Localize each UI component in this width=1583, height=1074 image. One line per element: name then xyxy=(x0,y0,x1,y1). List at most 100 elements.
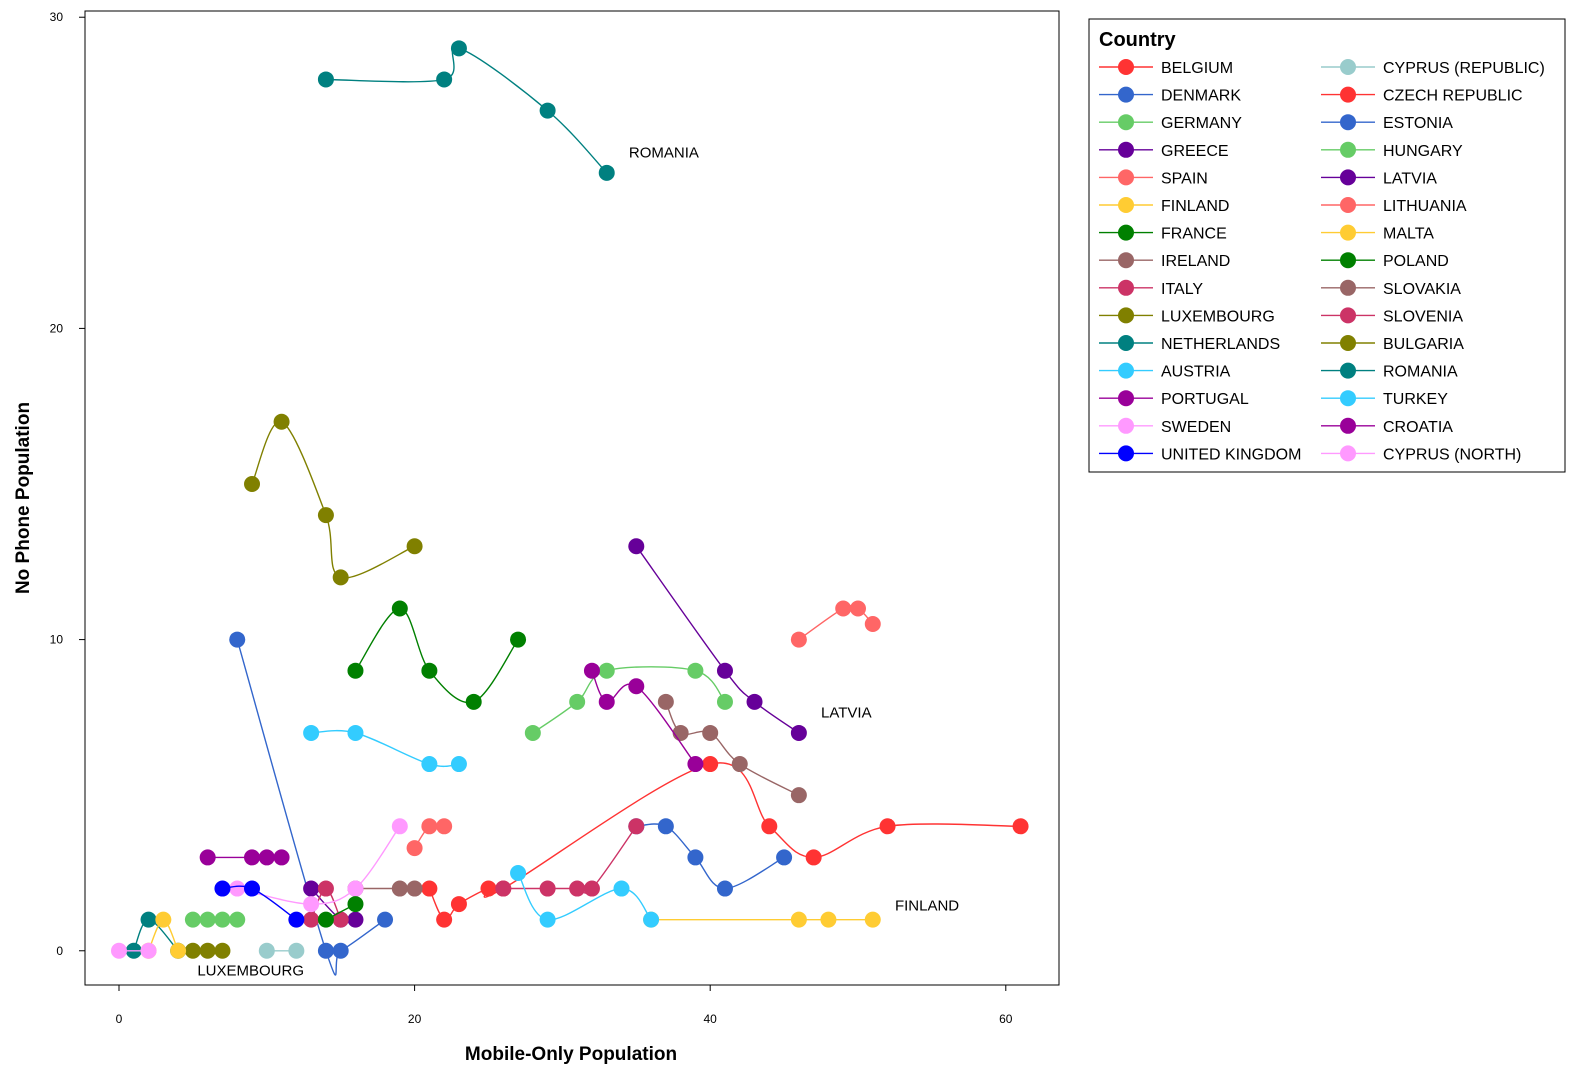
legend-item: TURKEY xyxy=(1321,390,1448,408)
data-point xyxy=(258,942,275,959)
legend-label: SPAIN xyxy=(1161,170,1208,187)
legend-item: CYPRUS (REPUBLIC) xyxy=(1321,59,1545,77)
legend-item: PORTUGAL xyxy=(1099,390,1249,408)
data-point xyxy=(495,880,512,897)
data-point xyxy=(199,911,216,928)
series-germany xyxy=(184,911,246,928)
series-poland xyxy=(317,896,364,928)
series-austria xyxy=(303,724,467,773)
annotation-label: ROMANIA xyxy=(629,144,699,161)
legend-swatch-marker xyxy=(1340,86,1356,103)
data-point xyxy=(849,600,866,617)
series-lithuania xyxy=(790,600,881,648)
legend-label: HUNGARY xyxy=(1383,143,1463,160)
legend-item: CZECH REPUBLIC xyxy=(1321,86,1523,105)
legend-label: BULGARIA xyxy=(1383,336,1464,353)
legend-swatch-marker xyxy=(1118,307,1134,324)
legend-item: SLOVAKIA xyxy=(1321,279,1461,298)
legend-item: MALTA xyxy=(1321,224,1434,243)
data-point xyxy=(879,818,896,835)
annotation-label: LATVIA xyxy=(821,704,872,721)
legend-label: IRELAND xyxy=(1161,253,1230,270)
legend-label: FRANCE xyxy=(1161,226,1227,243)
legend-label: PORTUGAL xyxy=(1161,391,1249,408)
legend-label: LITHUANIA xyxy=(1383,198,1467,215)
data-point xyxy=(598,662,615,679)
data-point xyxy=(731,756,748,773)
data-point xyxy=(539,102,556,119)
series-cyprus-north- xyxy=(110,942,157,959)
data-point xyxy=(347,662,364,679)
series-hungary xyxy=(524,662,733,741)
data-point xyxy=(628,818,645,835)
legend-label: UNITED KINGDOM xyxy=(1161,446,1301,463)
data-point xyxy=(170,942,187,959)
data-point xyxy=(391,880,408,897)
legend-label: GERMANY xyxy=(1161,115,1242,132)
data-point xyxy=(317,942,334,959)
series-line xyxy=(237,825,401,905)
data-point xyxy=(716,693,733,710)
legend-label: LATVIA xyxy=(1383,170,1437,187)
data-point xyxy=(244,880,261,897)
data-point xyxy=(140,942,157,959)
legend-label: SLOVAKIA xyxy=(1383,281,1461,298)
data-point xyxy=(805,849,822,866)
data-point xyxy=(835,600,852,617)
series-portugal xyxy=(199,849,290,866)
data-point xyxy=(628,678,645,695)
data-point xyxy=(790,911,807,928)
annotation-label: FINLAND xyxy=(895,897,959,914)
legend-label: MALTA xyxy=(1383,226,1434,243)
data-point xyxy=(790,724,807,741)
legend-item: BELGIUM xyxy=(1099,59,1233,77)
legend-item: CROATIA xyxy=(1321,417,1453,436)
data-point xyxy=(199,849,216,866)
legend-swatch-marker xyxy=(1340,279,1356,296)
x-tick-label: 20 xyxy=(408,1012,422,1026)
legend-swatch-marker xyxy=(1340,114,1356,131)
y-tick-label: 0 xyxy=(56,944,63,958)
y-axis-title: No Phone Population xyxy=(13,402,34,594)
legend-label: TURKEY xyxy=(1383,391,1448,408)
legend-label: SLOVENIA xyxy=(1383,308,1463,325)
data-point xyxy=(303,724,320,741)
data-point xyxy=(214,880,231,897)
data-point xyxy=(702,724,719,741)
series-line xyxy=(635,545,800,734)
data-point xyxy=(229,911,246,928)
legend-swatch-marker xyxy=(1118,114,1134,131)
legend-swatch-marker xyxy=(1340,169,1356,186)
data-point xyxy=(421,818,438,835)
data-point xyxy=(406,840,423,857)
data-point xyxy=(569,693,586,710)
data-point xyxy=(613,880,630,897)
legend-item: SLOVENIA xyxy=(1321,307,1463,325)
data-point xyxy=(391,600,408,617)
series-luxembourg xyxy=(184,942,231,959)
data-point xyxy=(436,911,453,928)
data-point xyxy=(303,896,320,913)
legend-swatch-marker xyxy=(1118,224,1134,241)
data-point xyxy=(716,880,733,897)
data-point xyxy=(436,818,453,835)
legend-item: LITHUANIA xyxy=(1321,197,1467,215)
data-point xyxy=(450,756,467,773)
data-point xyxy=(421,756,438,773)
data-point xyxy=(332,942,349,959)
legend-item: FINLAND xyxy=(1099,197,1229,215)
annotation-label: LUXEMBOURG xyxy=(197,963,304,980)
data-point xyxy=(480,880,497,897)
legend-item: HUNGARY xyxy=(1321,141,1463,160)
data-point xyxy=(406,880,423,897)
series-croatia xyxy=(583,662,704,773)
data-point xyxy=(317,507,334,524)
series-slovakia xyxy=(657,693,807,804)
legend-swatch-marker xyxy=(1340,141,1356,158)
legend-item: POLAND xyxy=(1321,252,1449,270)
legend-swatch-marker xyxy=(1118,252,1134,269)
data-point xyxy=(377,911,394,928)
data-point xyxy=(687,849,704,866)
series-latvia xyxy=(628,538,807,741)
